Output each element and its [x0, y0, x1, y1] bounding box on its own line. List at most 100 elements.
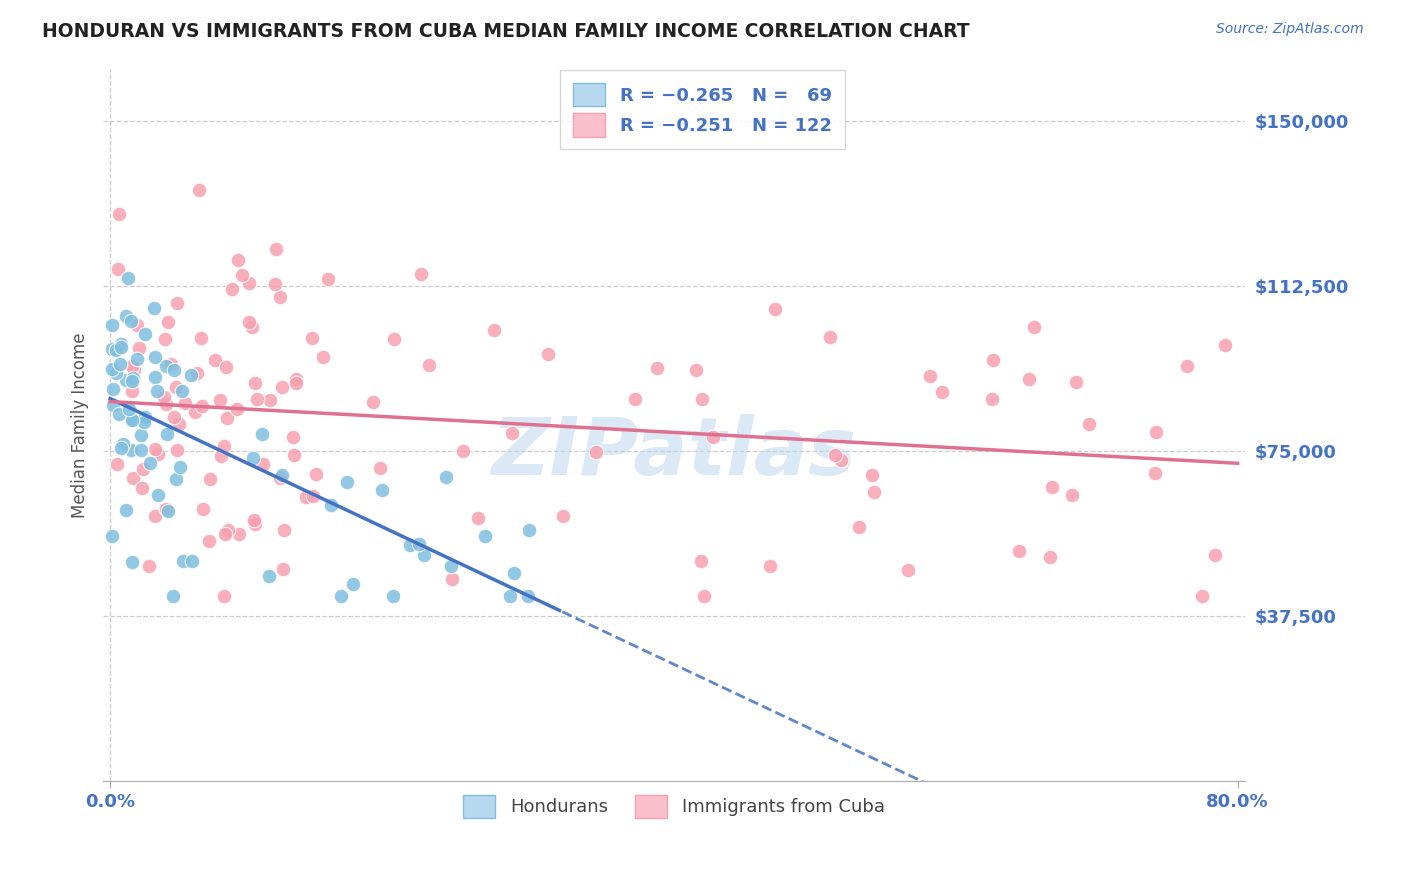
Point [162, 589, 184, 603]
Point [120, 314, 142, 328]
Point [252, 457, 274, 471]
Point [110, 340, 132, 354]
Point [190, 331, 212, 345]
Point [166, 296, 188, 310]
Point [1018, 372, 1040, 386]
Point [553, 509, 575, 524]
Point [193, 502, 215, 516]
Point [1040, 480, 1063, 494]
Point [1191, 589, 1213, 603]
Point [121, 359, 143, 373]
Point [160, 357, 183, 371]
Point [139, 457, 162, 471]
Point [148, 447, 170, 461]
Point [214, 360, 236, 375]
Point [188, 183, 211, 197]
Point [818, 330, 841, 344]
Point [516, 589, 538, 603]
Point [499, 589, 522, 603]
Point [517, 524, 540, 538]
Point [259, 392, 281, 407]
Point [108, 207, 131, 221]
Point [585, 445, 607, 459]
Point [100, 529, 122, 543]
Point [155, 427, 177, 442]
Point [281, 430, 304, 444]
Point [238, 315, 260, 329]
Point [1066, 375, 1088, 389]
Point [848, 519, 870, 533]
Point [501, 425, 523, 440]
Point [226, 252, 249, 267]
Point [107, 262, 129, 277]
Point [316, 272, 339, 286]
Point [122, 363, 145, 377]
Point [382, 332, 405, 346]
Point [132, 461, 155, 475]
Point [153, 332, 176, 346]
Point [131, 481, 153, 495]
Point [101, 398, 124, 412]
Point [1022, 320, 1045, 334]
Point [931, 385, 953, 400]
Point [474, 529, 496, 543]
Point [169, 459, 191, 474]
Point [434, 470, 457, 484]
Point [342, 576, 364, 591]
Point [413, 548, 436, 562]
Point [198, 533, 221, 548]
Point [110, 336, 132, 351]
Legend: Hondurans, Immigrants from Cuba: Hondurans, Immigrants from Cuba [456, 788, 893, 825]
Point [209, 450, 232, 464]
Point [155, 397, 177, 411]
Point [623, 392, 645, 406]
Point [981, 353, 1004, 368]
Point [283, 448, 305, 462]
Point [121, 413, 143, 427]
Point [1062, 488, 1084, 502]
Point [166, 443, 188, 458]
Point [295, 490, 318, 504]
Point [759, 558, 782, 573]
Point [226, 402, 249, 417]
Point [209, 392, 232, 407]
Point [134, 410, 156, 425]
Point [271, 380, 294, 394]
Point [250, 426, 273, 441]
Point [269, 290, 291, 304]
Point [301, 489, 323, 503]
Point [163, 363, 186, 377]
Point [336, 475, 359, 489]
Point [212, 439, 235, 453]
Point [370, 483, 392, 497]
Point [104, 343, 127, 358]
Point [830, 453, 852, 467]
Point [115, 503, 138, 517]
Point [408, 537, 430, 551]
Point [100, 318, 122, 332]
Point [134, 327, 156, 342]
Point [246, 392, 269, 406]
Point [243, 376, 266, 390]
Point [271, 467, 294, 482]
Point [143, 351, 166, 365]
Point [129, 427, 152, 442]
Text: HONDURAN VS IMMIGRANTS FROM CUBA MEDIAN FAMILY INCOME CORRELATION CHART: HONDURAN VS IMMIGRANTS FROM CUBA MEDIAN … [42, 22, 970, 41]
Point [104, 366, 127, 380]
Point [1039, 550, 1062, 565]
Point [645, 361, 668, 376]
Point [243, 516, 266, 531]
Point [285, 372, 308, 386]
Point [165, 380, 187, 394]
Point [128, 341, 150, 355]
Point [143, 509, 166, 524]
Point [685, 363, 707, 377]
Point [263, 277, 285, 292]
Point [863, 485, 886, 500]
Point [112, 436, 135, 450]
Point [692, 392, 714, 407]
Point [191, 399, 214, 413]
Y-axis label: Median Family Income: Median Family Income [72, 332, 89, 517]
Point [155, 502, 177, 516]
Point [368, 461, 391, 475]
